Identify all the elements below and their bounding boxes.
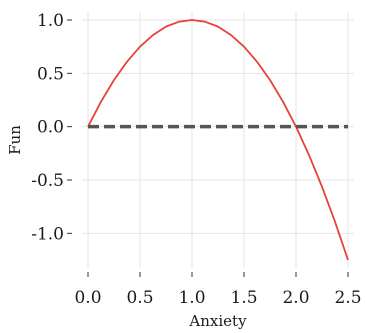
y-tick-label: -1.0 xyxy=(31,224,64,244)
y-tick-label: 1.0 xyxy=(37,11,64,31)
x-tick-label: 2.0 xyxy=(282,288,309,308)
tick-labels: 0.0 0.5 1.0 1.5 2.0 2.5 1.0 0.5 0.0 -0.5 -1.0 xyxy=(31,11,361,308)
x-tick-label: 1.0 xyxy=(178,288,205,308)
x-tick-label: 0.0 xyxy=(74,288,101,308)
series-lines xyxy=(87,19,349,261)
axis-ticks xyxy=(67,19,349,277)
y-tick-label: 0.0 xyxy=(37,118,64,138)
series-line xyxy=(87,19,349,261)
x-tick-label: 2.5 xyxy=(334,288,361,308)
y-tick-label: -0.5 xyxy=(31,171,64,191)
y-axis-title: Fun xyxy=(6,125,24,155)
x-tick-label: 0.5 xyxy=(126,288,153,308)
x-axis-title: Anxiety xyxy=(188,312,247,330)
grid-lines xyxy=(82,12,354,268)
y-tick-label: 0.5 xyxy=(37,64,64,84)
x-tick-label: 1.5 xyxy=(230,288,257,308)
